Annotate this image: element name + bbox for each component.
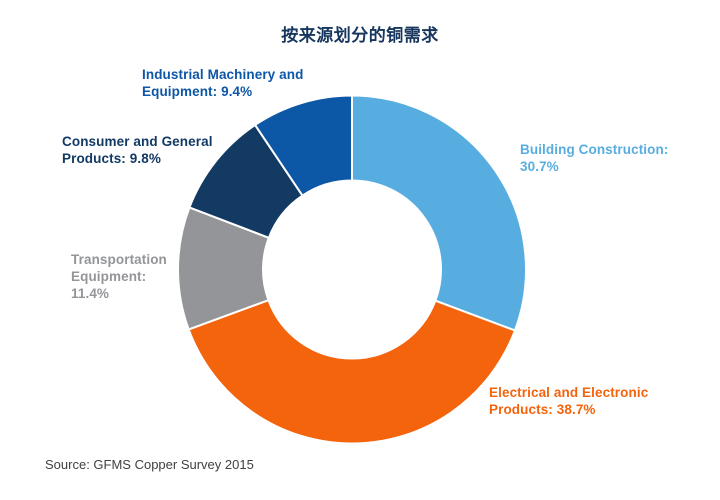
slice-building-construction: [351, 94, 527, 332]
slice-label-consumer-general-products: Consumer and General Products: 9.8%: [62, 134, 213, 166]
source-note: Source: GFMS Copper Survey 2015: [45, 457, 254, 472]
slice-label-building-construction: Building Construction: 30.7%: [520, 142, 669, 174]
slice-industrial-machinery-and-equipment: [253, 94, 353, 197]
slice-label-industrial-machinery-equipment: Industrial Machinery and Equipment: 9.4%: [142, 67, 304, 99]
slice-label-transportation-equipment: Transportation Equipment: 11.4%: [71, 252, 167, 301]
slice-electrical-and-electronic-products: [187, 298, 517, 445]
chart-title: 按来源划分的铜需求: [281, 26, 439, 45]
slice-label-electrical-electronic-products: Electrical and Electronic Products: 38.7…: [489, 385, 649, 417]
